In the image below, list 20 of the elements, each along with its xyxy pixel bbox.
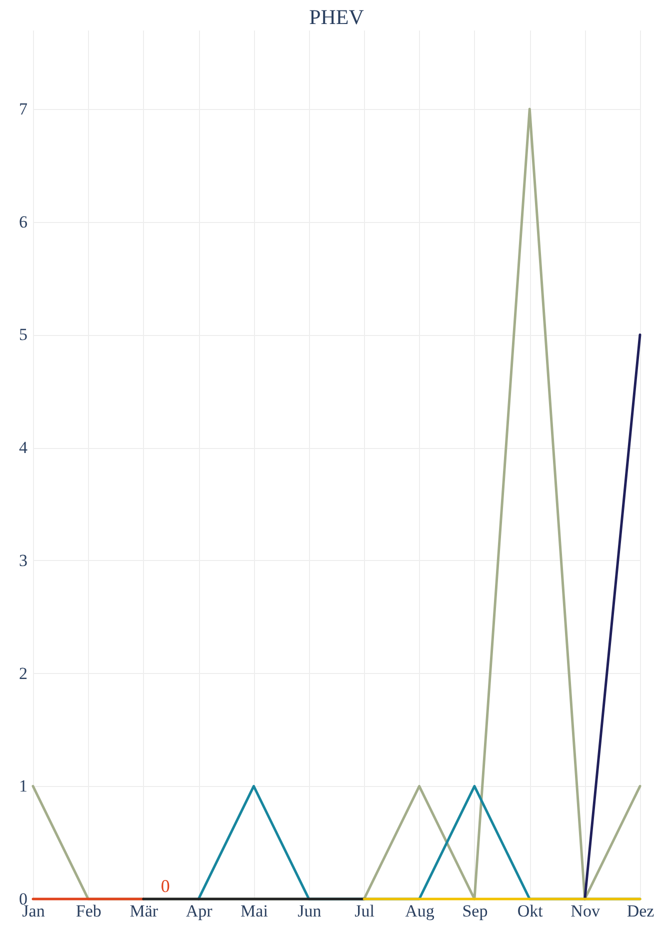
y-tick-label: 1 xyxy=(19,776,28,796)
x-tick-label: Mär xyxy=(130,902,158,920)
y-tick-label: 4 xyxy=(19,438,28,458)
x-tick-label: Feb xyxy=(76,902,102,920)
x-tick-label: Mai xyxy=(240,902,268,920)
annotation: 0 xyxy=(160,876,170,896)
x-tick-label: Apr xyxy=(186,902,213,920)
y-tick-label: 6 xyxy=(19,212,28,232)
y-tick-label: 5 xyxy=(19,325,28,344)
x-tick-label: Nov xyxy=(570,902,600,920)
x-tick-label: Aug xyxy=(405,902,435,920)
chart-title: PHEV xyxy=(309,5,364,29)
y-tick-label: 3 xyxy=(19,550,28,570)
x-tick-label: Dez xyxy=(626,902,655,920)
x-tick-label: Okt xyxy=(517,902,544,920)
x-tick-label: Jun xyxy=(298,902,322,920)
x-tick-label: Jul xyxy=(354,902,375,920)
y-tick-label: 2 xyxy=(19,664,28,683)
y-tick-label: 7 xyxy=(19,100,28,118)
x-tick-label: Sep xyxy=(462,902,488,920)
